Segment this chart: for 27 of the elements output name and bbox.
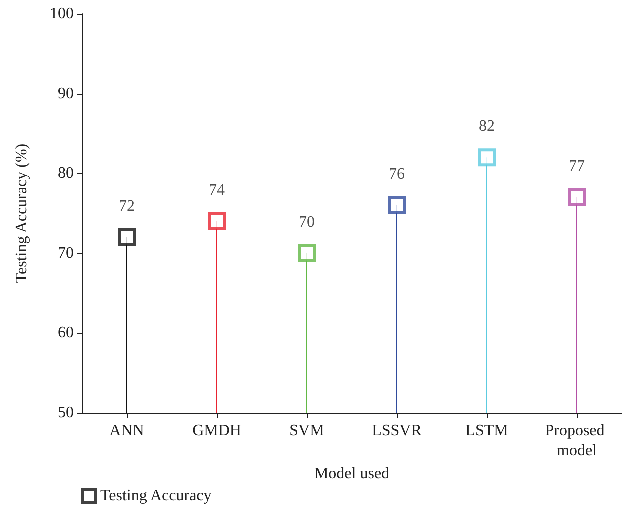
- y-tick-label: 80: [58, 165, 74, 182]
- point: [388, 196, 406, 215]
- x-tick-label: ANN: [110, 422, 145, 440]
- point: [568, 188, 586, 207]
- y-axis-title: Testing Accuracy (%): [14, 144, 30, 284]
- x-axis-title: Model used: [314, 465, 390, 482]
- data-label: 82: [479, 118, 495, 136]
- x-tick-label: GMDH: [192, 422, 242, 440]
- y-tick-label: 100: [50, 6, 74, 22]
- data-label: 70: [299, 214, 315, 231]
- x-tick-label: SVM: [290, 422, 324, 440]
- point: [478, 148, 496, 167]
- y-tick-label: 50: [58, 404, 74, 422]
- point: [118, 228, 136, 246]
- data-label: 74: [209, 182, 225, 199]
- y-tick-label: 70: [58, 244, 74, 262]
- point: [208, 212, 226, 230]
- x-tick-label: LSSVR: [372, 422, 422, 440]
- y-tick-label: 90: [58, 85, 74, 102]
- x-tick-label: Proposed model: [545, 422, 609, 460]
- data-label: 77: [569, 158, 585, 176]
- data-label: 72: [119, 198, 135, 215]
- point: [298, 244, 316, 262]
- legend-label: Testing Accuracy: [100, 488, 212, 504]
- x-tick-label: LSTM: [466, 422, 508, 440]
- y-tick-label: 60: [58, 324, 74, 342]
- data-label: 76: [389, 166, 405, 184]
